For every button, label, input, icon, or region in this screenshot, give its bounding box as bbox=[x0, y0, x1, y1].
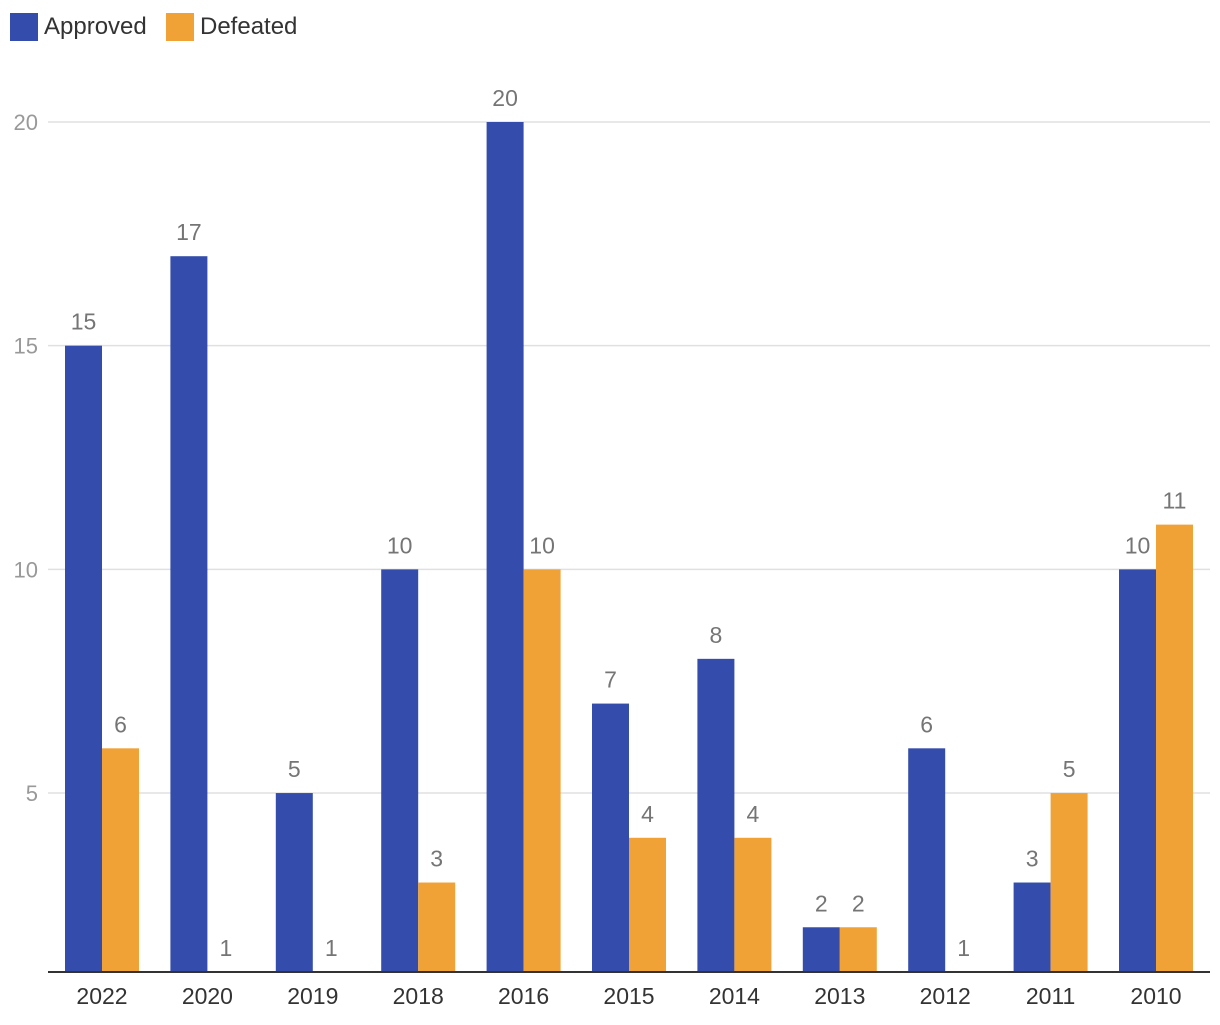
legend-swatch-approved bbox=[10, 13, 38, 41]
x-tick-label: 2011 bbox=[1026, 983, 1075, 1009]
data-label-approved-2022: 15 bbox=[71, 309, 97, 335]
y-tick-label: 5 bbox=[26, 781, 38, 806]
bar-approved-2022 bbox=[65, 345, 102, 972]
data-label-approved-2020: 17 bbox=[176, 219, 202, 245]
data-label-approved-2013: 2 bbox=[815, 890, 828, 916]
data-label-defeated-2015: 4 bbox=[641, 801, 654, 827]
data-label-approved-2011: 3 bbox=[1026, 846, 1039, 872]
bar-approved-2012 bbox=[908, 748, 946, 972]
x-tick-label: 2015 bbox=[603, 983, 654, 1009]
bar-defeated-2014 bbox=[734, 837, 772, 972]
bar-approved-2019 bbox=[275, 793, 313, 972]
bar-defeated-2011 bbox=[1050, 793, 1088, 972]
bar-defeated-2018 bbox=[418, 882, 456, 972]
x-tick-label: 2010 bbox=[1130, 983, 1181, 1009]
x-tick-label: 2013 bbox=[814, 983, 865, 1009]
data-label-defeated-2011: 5 bbox=[1063, 756, 1076, 782]
legend: Approved Defeated bbox=[10, 13, 297, 41]
data-label-approved-2018: 10 bbox=[387, 532, 413, 558]
data-label-approved-2010: 10 bbox=[1125, 532, 1151, 558]
data-label-approved-2014: 8 bbox=[710, 622, 723, 648]
data-label-defeated-2016: 10 bbox=[529, 532, 555, 558]
data-label-approved-2015: 7 bbox=[604, 667, 617, 693]
gridlines bbox=[48, 121, 1210, 794]
data-label-approved-2012: 6 bbox=[920, 711, 933, 737]
bar-approved-2010 bbox=[1119, 569, 1156, 972]
bar-defeated-2016 bbox=[523, 569, 561, 972]
data-label-defeated-2020: 1 bbox=[220, 935, 233, 961]
bar-approved-2016 bbox=[486, 122, 524, 972]
y-tick-label: 10 bbox=[14, 557, 38, 582]
legend-swatch-defeated bbox=[166, 13, 194, 41]
y-axis: 5 10 15 20 bbox=[14, 110, 38, 806]
x-tick-label: 2012 bbox=[920, 983, 971, 1009]
data-label-defeated-2010: 11 bbox=[1163, 488, 1187, 514]
y-tick-label: 15 bbox=[14, 334, 38, 359]
bar-approved-2011 bbox=[1013, 882, 1051, 972]
y-tick-label: 20 bbox=[14, 110, 38, 135]
bar-approved-2018 bbox=[381, 569, 419, 972]
legend-label-defeated: Defeated bbox=[200, 13, 297, 40]
x-tick-label: 2018 bbox=[393, 983, 444, 1009]
bar-approved-2013 bbox=[802, 927, 840, 972]
legend-label-approved: Approved bbox=[44, 13, 147, 40]
x-tick-label: 2022 bbox=[76, 983, 127, 1009]
data-label-defeated-2018: 3 bbox=[430, 846, 443, 872]
data-label-defeated-2013: 2 bbox=[852, 890, 865, 916]
data-label-defeated-2012: 1 bbox=[957, 935, 970, 961]
bar-defeated-2013 bbox=[839, 927, 877, 972]
x-axis: 2022 2020 2019 2018 2016 2015 2014 2013 2012 2011… bbox=[48, 971, 1210, 1009]
data-label-defeated-2022: 6 bbox=[114, 711, 127, 737]
bar-defeated-2015 bbox=[629, 837, 666, 972]
x-tick-label: 2020 bbox=[182, 983, 233, 1009]
bar-approved-2015 bbox=[592, 703, 629, 972]
bar-defeated-2022 bbox=[102, 748, 139, 972]
bars bbox=[65, 122, 1193, 972]
data-label-approved-2019: 5 bbox=[288, 756, 301, 782]
bar-defeated-2010 bbox=[1156, 524, 1193, 972]
data-label-defeated-2014: 4 bbox=[747, 801, 760, 827]
x-tick-label: 2016 bbox=[498, 983, 549, 1009]
x-tick-label: 2014 bbox=[709, 983, 760, 1009]
bar-approved-2020 bbox=[170, 256, 208, 972]
data-label-approved-2016: 20 bbox=[492, 85, 518, 111]
data-label-defeated-2019: 1 bbox=[325, 935, 338, 961]
bar-approved-2014 bbox=[697, 658, 735, 972]
x-tick-label: 2019 bbox=[287, 983, 338, 1009]
